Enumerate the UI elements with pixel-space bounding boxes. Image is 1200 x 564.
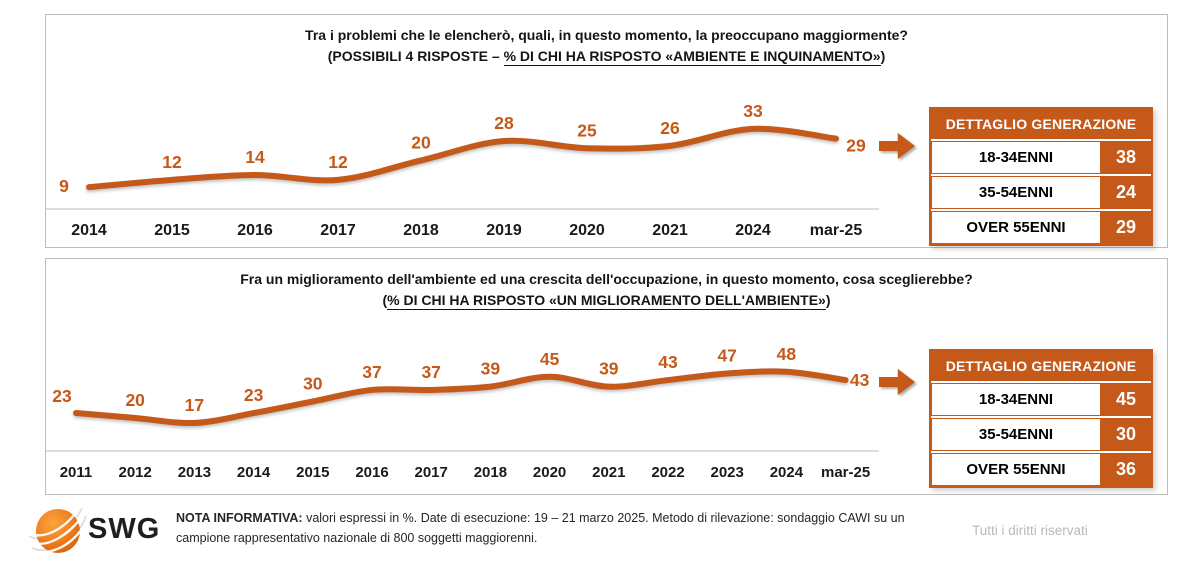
row-value: 24 <box>1115 182 1137 202</box>
data-label: 9 <box>59 176 69 196</box>
x-axis-label: 2021 <box>592 464 625 481</box>
data-label: 37 <box>421 362 440 382</box>
data-label: 12 <box>162 152 182 172</box>
row-label: 18-34ENNI <box>931 141 1101 174</box>
line-chart-ambiente-inquinamento: 9 12 14 12 20 28 25 26 33 29 2014 2015 2016 2017 2018 2… <box>46 101 879 239</box>
data-label: 48 <box>777 344 797 364</box>
generation-detail-table: DETTAGLIO GENERAZIONE 18-34ENNI 38 35-54… <box>929 107 1153 246</box>
row-value: 36 <box>1115 459 1137 479</box>
nota-informativa: NOTA INFORMATIVA: valori espressi in %. … <box>176 511 905 546</box>
data-label: 20 <box>125 390 145 410</box>
x-axis-label: 2013 <box>178 464 211 481</box>
table-row: OVER 55ENNI 36 <box>931 451 1151 486</box>
table-row: 35-54ENNI 24 <box>931 174 1151 209</box>
table-row: 35-54ENNI 30 <box>931 416 1151 451</box>
table-row: OVER 55ENNI 29 <box>931 209 1151 244</box>
data-label: 30 <box>303 374 323 394</box>
data-label: 45 <box>540 349 560 369</box>
chart-title-block: Fra un miglioramento dell'ambiente ed un… <box>46 269 1167 311</box>
x-axis-label: 2015 <box>296 464 329 481</box>
data-label: 20 <box>411 132 431 152</box>
data-label: 39 <box>481 359 501 379</box>
data-label: 43 <box>850 370 870 390</box>
chart-title: Tra i problemi che le elencherò, quali, … <box>305 27 908 43</box>
data-label: 12 <box>328 152 348 172</box>
table-header: DETTAGLIO GENERAZIONE <box>931 109 1151 139</box>
data-label: 43 <box>658 352 678 372</box>
x-axis-label: 2012 <box>119 464 152 481</box>
x-axis-label: mar-25 <box>810 222 863 239</box>
x-axis-label: 2024 <box>735 222 771 239</box>
table-row: 18-34ENNI 38 <box>931 139 1151 174</box>
data-label: 25 <box>577 120 597 140</box>
x-axis-label: 2017 <box>415 464 448 481</box>
underlined-subtitle-part: % DI CHI HA RISPOSTO «UN MIGLIORAMENTO D… <box>387 292 826 310</box>
x-axis-label: 2024 <box>770 464 804 481</box>
underlined-subtitle-part: % DI CHI HA RISPOSTO «AMBIENTE E INQUINA… <box>503 48 881 66</box>
row-value: 29 <box>1115 217 1137 237</box>
chart-subtitle: (% DI CHI HA RISPOSTO «UN MIGLIORAMENTO … <box>382 292 831 310</box>
row-value: 45 <box>1115 389 1137 409</box>
data-label: 33 <box>743 101 763 121</box>
panel-ambiente-vs-occupazione: Fra un miglioramento dell'ambiente ed un… <box>45 258 1168 495</box>
x-axis-label: 2021 <box>652 222 688 239</box>
row-label: 35-54ENNI <box>931 418 1101 451</box>
x-axis-label: 2014 <box>71 222 107 239</box>
x-axis-label: 2019 <box>486 222 522 239</box>
chart-subtitle: (POSSIBILI 4 RISPOSTE – % DI CHI HA RISP… <box>327 48 886 66</box>
data-label: 29 <box>846 136 866 156</box>
x-axis-label: 2014 <box>237 464 271 481</box>
swg-wordmark: SWG <box>88 513 161 545</box>
x-axis-label: 2022 <box>651 464 684 481</box>
panel-preoccupazione-ambiente: Tra i problemi che le elencherò, quali, … <box>45 14 1168 248</box>
swg-globe-logo-icon <box>28 507 87 553</box>
x-axis-label: 2018 <box>474 464 507 481</box>
data-label: 23 <box>52 386 72 406</box>
x-axis-label: 2018 <box>403 222 439 239</box>
row-label: OVER 55ENNI <box>931 211 1101 244</box>
x-axis-label: 2016 <box>355 464 388 481</box>
row-label: 18-34ENNI <box>931 383 1101 416</box>
x-axis-label: 2017 <box>320 222 356 239</box>
data-label: 14 <box>245 147 265 167</box>
table-header: DETTAGLIO GENERAZIONE <box>931 351 1151 381</box>
row-value: 38 <box>1115 147 1137 167</box>
data-label: 23 <box>244 385 264 405</box>
chart-title-block: Tra i problemi che le elencherò, quali, … <box>46 25 1167 67</box>
x-axis-label: 2016 <box>237 222 273 239</box>
trend-line <box>73 368 849 427</box>
row-value: 30 <box>1115 424 1137 444</box>
data-label: 39 <box>599 359 619 379</box>
row-label: OVER 55ENNI <box>931 453 1101 486</box>
data-label: 37 <box>362 362 381 382</box>
data-label: 26 <box>660 118 680 138</box>
trend-line <box>86 125 839 191</box>
arrow-right-icon <box>879 132 915 160</box>
chart-title: Fra un miglioramento dell'ambiente ed un… <box>240 271 973 287</box>
x-axis-label: 2020 <box>533 464 566 481</box>
row-label: 35-54ENNI <box>931 176 1101 209</box>
generation-detail-table: DETTAGLIO GENERAZIONE 18-34ENNI 45 35-54… <box>929 349 1153 488</box>
nota-label: NOTA INFORMATIVA: <box>176 511 303 525</box>
x-axis-label: mar-25 <box>821 464 870 481</box>
x-axis-label: 2023 <box>711 464 744 481</box>
data-label: 17 <box>185 395 204 415</box>
data-label: 47 <box>717 345 736 365</box>
x-axis-label: 2020 <box>569 222 605 239</box>
data-label: 28 <box>494 113 514 133</box>
table-row: 18-34ENNI 45 <box>931 381 1151 416</box>
arrow-right-icon <box>879 368 915 396</box>
x-axis-label: 2015 <box>154 222 190 239</box>
rights-reserved-text: Tutti i diritti riservati <box>972 523 1088 538</box>
x-axis-label: 2011 <box>60 464 93 481</box>
